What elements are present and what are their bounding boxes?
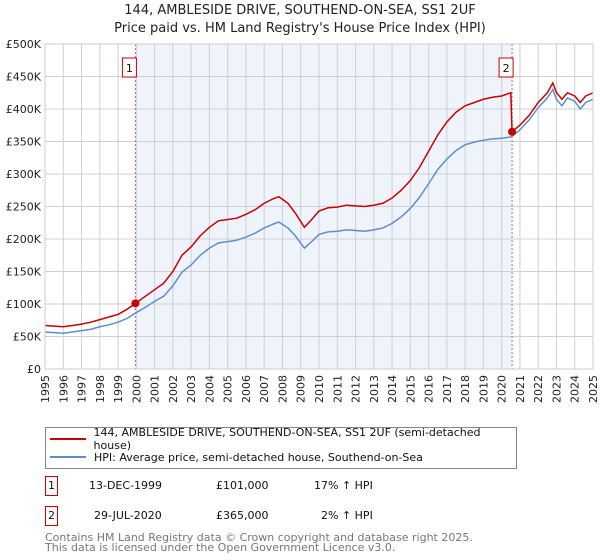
transaction-price: £101,000 [216, 479, 269, 492]
chart-subtitle: Price paid vs. HM Land Registry's House … [114, 21, 486, 36]
x-tick-label: 2023 [550, 375, 563, 403]
x-tick-label: 2025 [587, 375, 600, 403]
x-tick-label: 2011 [331, 375, 344, 403]
sale-marker-box [121, 57, 137, 78]
x-tick-label: 2012 [350, 375, 363, 403]
transaction-marker: 2 [45, 506, 58, 526]
x-tick-label: 2001 [149, 375, 162, 403]
x-tick-label: 2002 [167, 375, 180, 403]
y-tick-label: £0 [27, 363, 41, 376]
plot-border [44, 43, 594, 370]
x-tick-label: 2016 [423, 375, 436, 403]
x-tick-label: 2017 [441, 375, 454, 403]
x-tick-label: 2021 [514, 375, 527, 403]
chart-title: 144, AMBLESIDE DRIVE, SOUTHEND-ON-SEA, S… [124, 3, 476, 18]
y-tick-label: £450K [6, 71, 42, 84]
transaction-date: 29-JUL-2020 [94, 509, 162, 522]
legend-label: 144, AMBLESIDE DRIVE, SOUTHEND-ON-SEA, S… [93, 426, 481, 452]
y-tick-label: £150K [6, 266, 42, 279]
x-tick-label: 1996 [57, 375, 70, 403]
x-tick-label: 2019 [477, 375, 490, 403]
y-tick-label: £50K [13, 331, 42, 344]
y-tick-label: £200K [6, 233, 42, 246]
x-tick-label: 2008 [276, 375, 289, 403]
x-tick-label: 2020 [496, 375, 509, 403]
x-tick-label: 2003 [185, 375, 198, 403]
x-tick-label: 2006 [240, 375, 253, 403]
y-tick-label: £100K [6, 298, 42, 311]
y-tick-label: £350K [6, 136, 42, 149]
x-tick-label: 2007 [258, 375, 271, 403]
transaction-hpi: 17% ↑ HPI [314, 479, 373, 492]
property-price-line [44, 81, 594, 328]
x-tick-label: 2010 [313, 375, 326, 403]
x-tick-label: 2024 [569, 375, 582, 403]
footer-copyright: Contains HM Land Registry data © Crown c… [45, 531, 473, 544]
transaction-marker: 1 [45, 476, 58, 496]
sale-point [508, 127, 517, 136]
x-tick-label: 2018 [459, 375, 472, 403]
y-tick-label: £500K [6, 38, 42, 51]
y-tick-label: £300K [6, 168, 42, 181]
sale-marker-label: 2 [503, 62, 510, 75]
price-chart: 1995 1996 1997 1998 1999 2000 2001 2002 2003 2004… [6, 38, 600, 403]
x-tick-label: 1998 [94, 375, 107, 403]
y-tick-label: £250K [6, 201, 42, 214]
transaction-date: 13-DEC-1999 [89, 479, 163, 492]
hpi-line [44, 87, 594, 335]
y-tick-label: £400K [6, 103, 42, 116]
legend-item-hpi: HPI: Average price, semi-detached house,… [50, 449, 423, 465]
x-tick-label: 2009 [295, 375, 308, 403]
x-tick-label: 1999 [112, 375, 125, 403]
x-tick-label: 1995 [39, 375, 52, 403]
x-tick-label: 2000 [130, 375, 143, 403]
transaction-price: £365,000 [216, 509, 269, 522]
x-tick-label: 2004 [203, 375, 216, 403]
legend: 144, AMBLESIDE DRIVE, SOUTHEND-ON-SEA, S… [45, 426, 517, 469]
footer-licence: This data is licensed under the Open Gov… [45, 541, 396, 554]
x-tick-label: 2014 [386, 375, 399, 403]
sale-point [131, 299, 140, 308]
x-tick-label: 2015 [404, 375, 417, 403]
transaction-hpi: 2% ↑ HPI [321, 509, 373, 522]
sale-marker-box [498, 57, 514, 78]
x-tick-label: 2005 [222, 375, 235, 403]
sale-marker-label: 1 [126, 62, 133, 75]
legend-swatch-red [50, 438, 86, 440]
x-tick-label: 2022 [532, 375, 545, 403]
legend-item-property: 144, AMBLESIDE DRIVE, SOUTHEND-ON-SEA, S… [50, 426, 516, 452]
legend-swatch-blue [50, 456, 86, 458]
x-tick-label: 1997 [76, 375, 89, 403]
legend-label: HPI: Average price, semi-detached house,… [94, 450, 423, 464]
x-tick-label: 2013 [368, 375, 381, 403]
